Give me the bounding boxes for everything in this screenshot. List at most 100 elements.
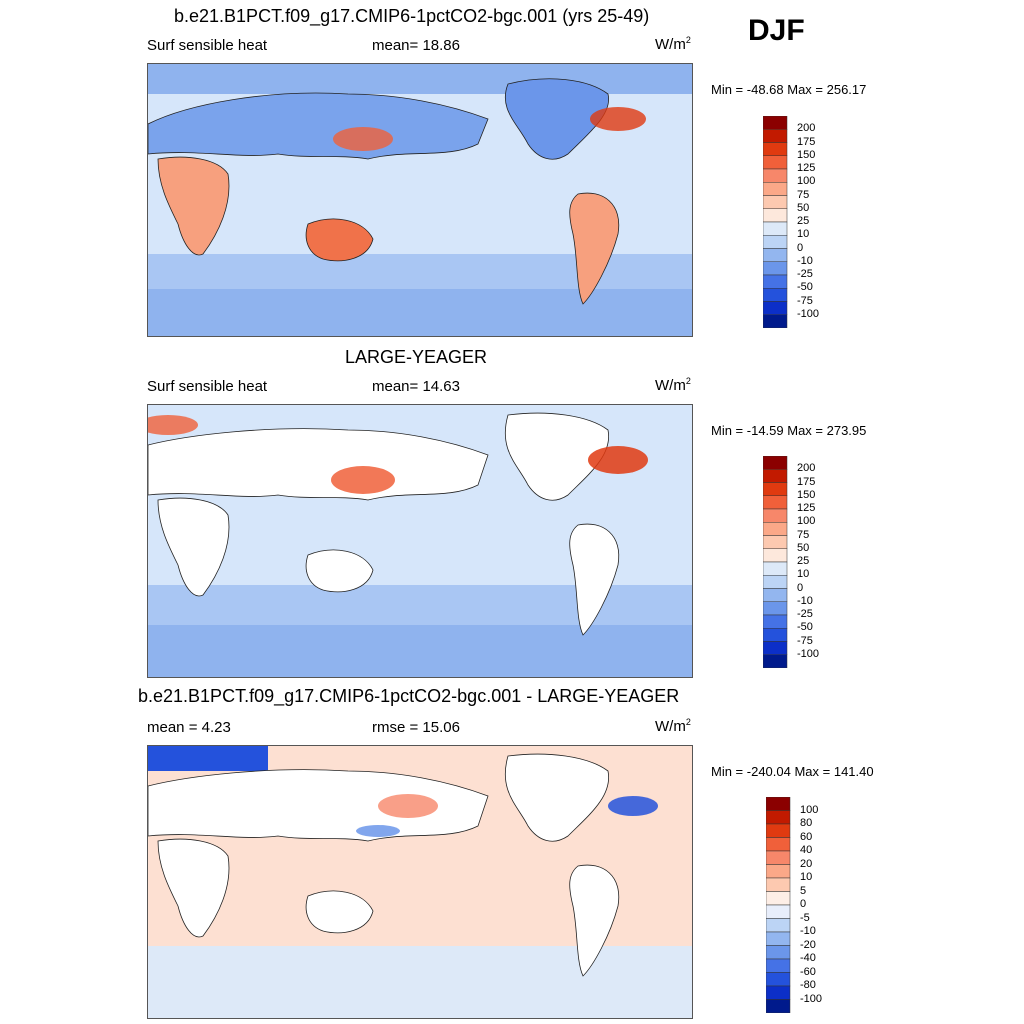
south-america-shape [569, 523, 620, 636]
panel-2-map-svg [148, 412, 692, 677]
colorbar-swatch [762, 142, 788, 156]
colorbar-swatch [762, 548, 788, 563]
colorbar-tick-label: 80 [800, 817, 813, 829]
colorbar-tick-label: -25 [797, 608, 813, 620]
colorbar-tick-label: -10 [797, 594, 813, 607]
colorbar-tick-label: 0 [800, 898, 807, 910]
panel-1-map [147, 63, 693, 337]
colorbar-tick-label: 50 [797, 541, 810, 554]
colorbar-swatch [762, 168, 788, 183]
southern-ocean-band-deep [148, 289, 692, 336]
colorbar-tick-label: 200 [797, 462, 816, 475]
colorbar-tick-label: 100 [800, 803, 819, 816]
colorbar-swatch [762, 482, 788, 496]
colorbar-tick-label: 25 [797, 215, 810, 227]
colorbar-swatch [762, 588, 788, 602]
colorbar-tick-label: 175 [797, 475, 816, 488]
colorbar-tick-label: -75 [797, 634, 813, 647]
colorbar-tick-label: 200 [797, 122, 816, 135]
colorbar-swatch [762, 115, 788, 130]
panel-1-minmax: Min = -48.68 Max = 256.17 [711, 82, 867, 97]
colorbar-swatch [762, 614, 788, 629]
colorbar-tick-label: -40 [800, 952, 816, 964]
africa-shape [157, 156, 230, 256]
colorbar-swatch [762, 654, 788, 669]
panel-1-unit: W/m2 [655, 35, 691, 53]
colorbar-swatch [762, 129, 788, 143]
panel-1-variable-label: Surf sensible heat [147, 37, 268, 54]
colorbar-tick-label: 10 [800, 871, 813, 883]
colorbar-swatch [765, 796, 791, 811]
colorbar-swatch [762, 155, 788, 170]
colorbar-swatch [765, 918, 791, 933]
australia-shape [305, 218, 374, 262]
panel-3-rmse-label: rmse = 15.06 [372, 719, 460, 736]
colorbar-swatch [762, 508, 788, 523]
colorbar-tick-label: 20 [800, 857, 813, 870]
panel-3-unit: W/m2 [655, 717, 691, 735]
colorbar-tick-label: 175 [797, 135, 816, 148]
colorbar-swatch [762, 601, 788, 616]
colorbar-tick-label: -50 [797, 621, 813, 634]
colorbar-tick-label: 75 [797, 528, 810, 541]
africa-shape [157, 838, 230, 938]
colorbar-swatch [765, 958, 791, 973]
colorbar-swatch [765, 864, 791, 879]
colorbar-tick-label: 125 [797, 502, 816, 514]
unit-text: W/m [655, 377, 686, 394]
colorbar-swatch [762, 495, 788, 510]
panel-3-map-svg [148, 746, 692, 1018]
colorbar-tick-label: -20 [800, 938, 816, 951]
colorbar-tick-label: 125 [797, 162, 816, 174]
colorbar-swatch [765, 823, 791, 838]
gulf-stream-cold-patch [608, 796, 658, 816]
panel-2-title: LARGE-YEAGER [345, 347, 488, 367]
south-america-shape [569, 864, 620, 977]
australia-shape [305, 890, 374, 934]
colorbar-tick-label: -100 [797, 307, 820, 320]
colorbar-tick-label: 150 [797, 488, 816, 501]
panel-1-mean-label: mean= 18.86 [372, 37, 460, 54]
unit-superscript: 2 [685, 717, 691, 727]
south-america-shape [569, 192, 620, 305]
unit-superscript: 2 [685, 376, 691, 386]
colorbar-tick-label: 60 [800, 830, 813, 843]
panel-3-title: b.e21.B1PCT.f09_g17.CMIP6-1pctCO2-bgc.00… [138, 686, 680, 706]
north-pacific-warm-patch [378, 794, 438, 818]
colorbar-swatch [765, 891, 791, 906]
unit-text: W/m [655, 36, 686, 53]
eurasia-shape [148, 92, 489, 160]
colorbar-tick-label: 5 [800, 884, 807, 897]
colorbar-swatch [762, 221, 788, 236]
panel-2-unit: W/m2 [655, 376, 691, 394]
panel-2-minmax: Min = -14.59 Max = 273.95 [711, 423, 867, 438]
panel-1-title: b.e21.B1PCT.f09_g17.CMIP6-1pctCO2-bgc.00… [174, 6, 650, 26]
gulf-stream-warm-patch [590, 107, 646, 131]
season-label: DJF [748, 14, 805, 47]
colorbar-swatch [762, 455, 788, 470]
panel-2-colorbar [762, 455, 793, 673]
colorbar-swatch [762, 628, 788, 642]
colorbar-tick-label: 100 [797, 175, 816, 188]
colorbar-tick-label: -80 [800, 979, 816, 991]
colorbar-tick-label: -50 [797, 281, 813, 294]
colorbar-tick-label: -5 [800, 911, 810, 924]
colorbar-swatch [762, 575, 788, 589]
southern-ocean-band [148, 946, 692, 1018]
colorbar-swatch [765, 904, 791, 919]
colorbar-swatch [765, 837, 791, 852]
panel-3-mean-label: mean = 4.23 [147, 719, 231, 736]
eurasia-shape [148, 428, 489, 501]
colorbar-tick-label: -10 [800, 925, 816, 937]
colorbar-swatch [765, 945, 791, 960]
colorbar-swatch [765, 972, 791, 987]
panel-2-colorbar-svg [762, 455, 788, 669]
colorbar-tick-label: 75 [797, 188, 810, 201]
eurasia-shape [148, 769, 489, 842]
gulf-stream-warm-patch [588, 446, 648, 474]
north-america-shape [504, 412, 610, 501]
panel-2-variable-label: Surf sensible heat [147, 378, 268, 395]
southern-ocean-band-deep [148, 625, 692, 677]
colorbar-tick-label: 0 [797, 581, 804, 594]
kuroshio-cold-patch [356, 825, 400, 837]
